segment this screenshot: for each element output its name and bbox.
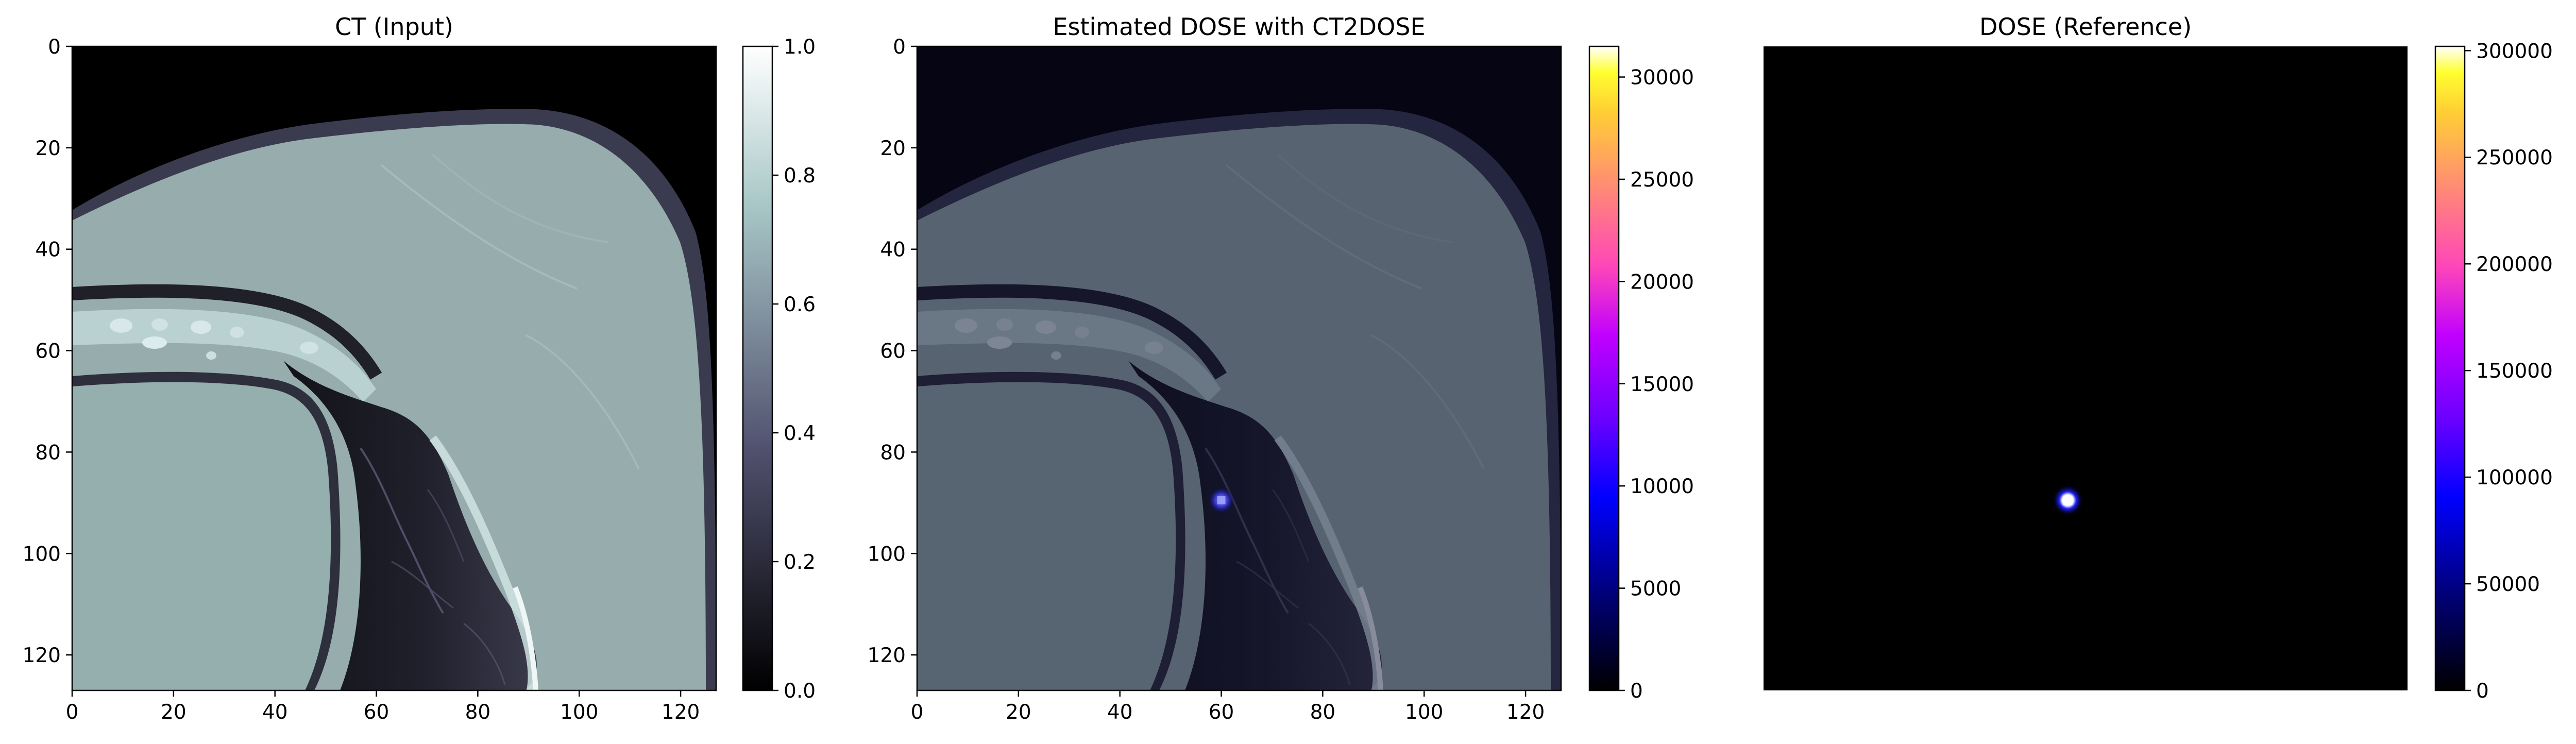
y-tick-label: 20 <box>880 137 906 160</box>
colorbar-gradient <box>2434 45 2466 691</box>
y-tick-label: 100 <box>23 543 61 566</box>
colorbar-gradient <box>742 45 773 691</box>
panel-3: DOSE (Reference) 0 50000 100000 150000 200000… <box>1764 13 2553 703</box>
x-tick-label: 100 <box>560 701 598 724</box>
x-tick-label: 40 <box>262 701 288 724</box>
heatmap-image <box>1764 46 2408 690</box>
colorbar-tick-label: 25000 <box>1630 168 1694 192</box>
x-tick-label: 40 <box>1107 701 1133 724</box>
y-tick-label: 80 <box>35 441 61 464</box>
colorbar-tick-label: 5000 <box>1630 578 1681 601</box>
y-tick-label: 100 <box>868 543 906 566</box>
panel-1: CT (Input) 0 20 40 60 80 100 120 0 20 40 60 80 100 120… <box>23 13 816 724</box>
colorbar-tick-label: 100000 <box>2476 466 2553 489</box>
colorbar-tick-label: 150000 <box>2476 360 2553 383</box>
x-tick-label: 0 <box>66 701 79 724</box>
colorbar: 0.0 0.2 0.4 0.6 0.8 1.0 <box>742 36 816 703</box>
y-tick-label: 60 <box>880 340 906 363</box>
colorbar-gradient <box>1588 45 1620 691</box>
x-tick-label: 80 <box>1310 701 1336 724</box>
y-tick-label: 40 <box>35 239 61 262</box>
axes-frame <box>916 45 1562 691</box>
x-tick-label: 80 <box>465 701 491 724</box>
y-tick-label: 0 <box>893 36 906 59</box>
colorbar-tick-label: 300000 <box>2476 40 2553 63</box>
panel-2: Estimated DOSE with CT2DOSE 0 20 40 60 80 100 1… <box>868 13 1694 724</box>
colorbar-tick-label: 0.4 <box>784 422 816 445</box>
panel-title: DOSE (Reference) <box>1979 13 2192 41</box>
axes-frame <box>71 45 717 691</box>
colorbar-tick-label: 10000 <box>1630 475 1694 498</box>
colorbar-tick-label: 0.6 <box>784 293 816 316</box>
y-tick-label: 0 <box>48 36 61 59</box>
x-tick-label: 0 <box>911 701 924 724</box>
x-tick-label: 60 <box>364 701 389 724</box>
colorbar-tick-label: 0 <box>2476 680 2489 703</box>
x-tick-label: 120 <box>1506 701 1545 724</box>
colorbar-tick-label: 20000 <box>1630 270 1694 294</box>
colorbar-tick-label: 0.8 <box>784 164 816 188</box>
x-tick-label: 60 <box>1209 701 1234 724</box>
y-tick-label: 120 <box>868 644 906 667</box>
panel-title: CT (Input) <box>335 13 453 41</box>
colorbar-tick-label: 50000 <box>2476 573 2540 596</box>
colorbar-tick-label: 0.0 <box>784 680 816 703</box>
colorbar-tick-label: 250000 <box>2476 146 2553 170</box>
colorbar-tick-label: 0 <box>1630 680 1643 703</box>
colorbar-tick-label: 1.0 <box>784 36 816 59</box>
y-tick-label: 20 <box>35 137 61 160</box>
colorbar-tick-label: 200000 <box>2476 253 2553 276</box>
y-tick-label: 120 <box>23 644 61 667</box>
colorbar-tick-label: 30000 <box>1630 66 1694 90</box>
heatmap-image <box>917 46 1561 690</box>
panel-title: Estimated DOSE with CT2DOSE <box>1053 13 1425 41</box>
x-tick-label: 120 <box>662 701 700 724</box>
heatmap-image <box>72 46 716 690</box>
colorbar: 0 5000 10000 15000 20000 25000 30000 <box>1588 45 1694 703</box>
x-tick-label: 100 <box>1405 701 1443 724</box>
colorbar-tick-label: 15000 <box>1630 373 1694 396</box>
colorbar: 0 50000 100000 150000 200000 250000 300000 <box>2434 40 2553 703</box>
colorbar-tick-label: 0.2 <box>784 551 816 574</box>
y-tick-label: 40 <box>880 239 906 262</box>
x-tick-label: 20 <box>161 701 187 724</box>
y-tick-label: 60 <box>35 340 61 363</box>
y-tick-label: 80 <box>880 441 906 464</box>
x-tick-label: 20 <box>1006 701 1031 724</box>
